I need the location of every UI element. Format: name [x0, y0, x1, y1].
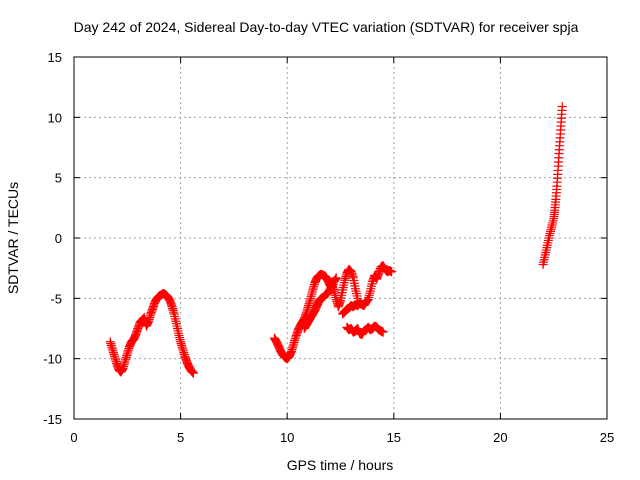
grid [74, 57, 607, 419]
y-tick-label: 0 [55, 231, 62, 246]
y-tick-label: 5 [55, 171, 62, 186]
x-tick-label: 5 [177, 430, 184, 445]
x-tick-label: 15 [387, 430, 401, 445]
x-tick-label: 25 [600, 430, 614, 445]
x-axis-label: GPS time / hours [287, 457, 394, 473]
axis-ticks [73, 56, 608, 420]
data-points [105, 101, 567, 378]
data-point [557, 101, 567, 111]
y-tick-label: -5 [50, 291, 62, 306]
x-tick-label: 0 [70, 430, 77, 445]
tick-labels: 0 5 10 15 20 25 -15 -10 -5 0 5 10 15 [43, 50, 614, 445]
y-axis-label: SDTVAR / TECUs [5, 182, 21, 294]
y-tick-label: -10 [43, 352, 62, 367]
y-tick-label: 15 [48, 50, 62, 65]
data-point [331, 273, 341, 283]
chart-title: Day 242 of 2024, Sidereal Day-to-day VTE… [74, 19, 579, 35]
y-tick-label: -15 [43, 412, 62, 427]
y-tick-label: 10 [48, 110, 62, 125]
data-point [188, 368, 198, 378]
x-tick-label: 10 [280, 430, 294, 445]
data-point [387, 267, 397, 277]
x-tick-label: 20 [493, 430, 507, 445]
data-point [378, 327, 388, 337]
